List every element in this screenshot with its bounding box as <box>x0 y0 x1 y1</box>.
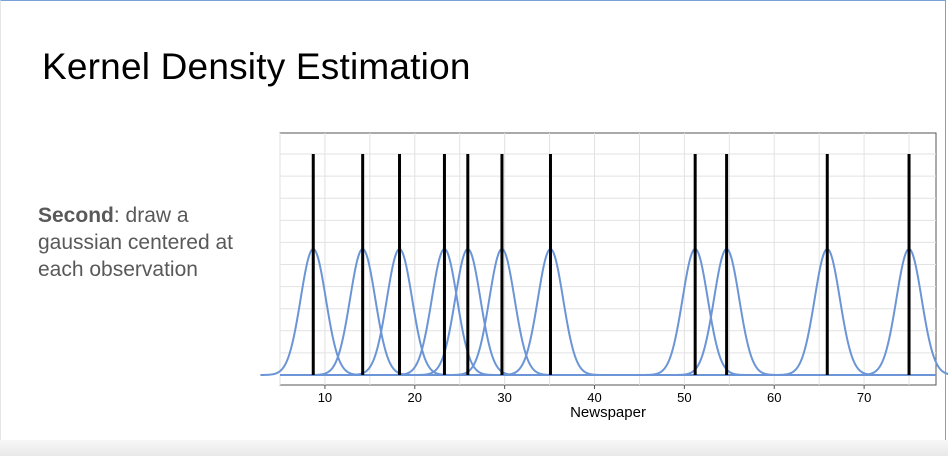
x-tick-label: 40 <box>587 390 601 405</box>
slide-caption: Second: draw a gaussian centered at each… <box>38 202 268 283</box>
x-axis-label: Newspaper <box>570 404 646 421</box>
observation-lines <box>311 154 911 375</box>
x-ticks: 10 20 30 40 50 60 70 <box>318 385 871 405</box>
x-tick-label: 10 <box>318 390 332 405</box>
kde-chart: 10 20 30 40 50 60 70 Newspaper <box>260 132 948 421</box>
x-tick-label: 20 <box>408 390 422 405</box>
x-tick-label: 60 <box>767 390 781 405</box>
x-tick-label: 70 <box>857 390 871 405</box>
slide-title: Kernel Density Estimation <box>42 46 471 87</box>
bottom-bar <box>0 440 948 456</box>
x-tick-label: 50 <box>677 390 691 405</box>
caption-bold: Second <box>38 204 114 227</box>
x-tick-label: 30 <box>497 390 511 405</box>
caption-text: : draw a gaussian centered at each obser… <box>38 204 233 281</box>
